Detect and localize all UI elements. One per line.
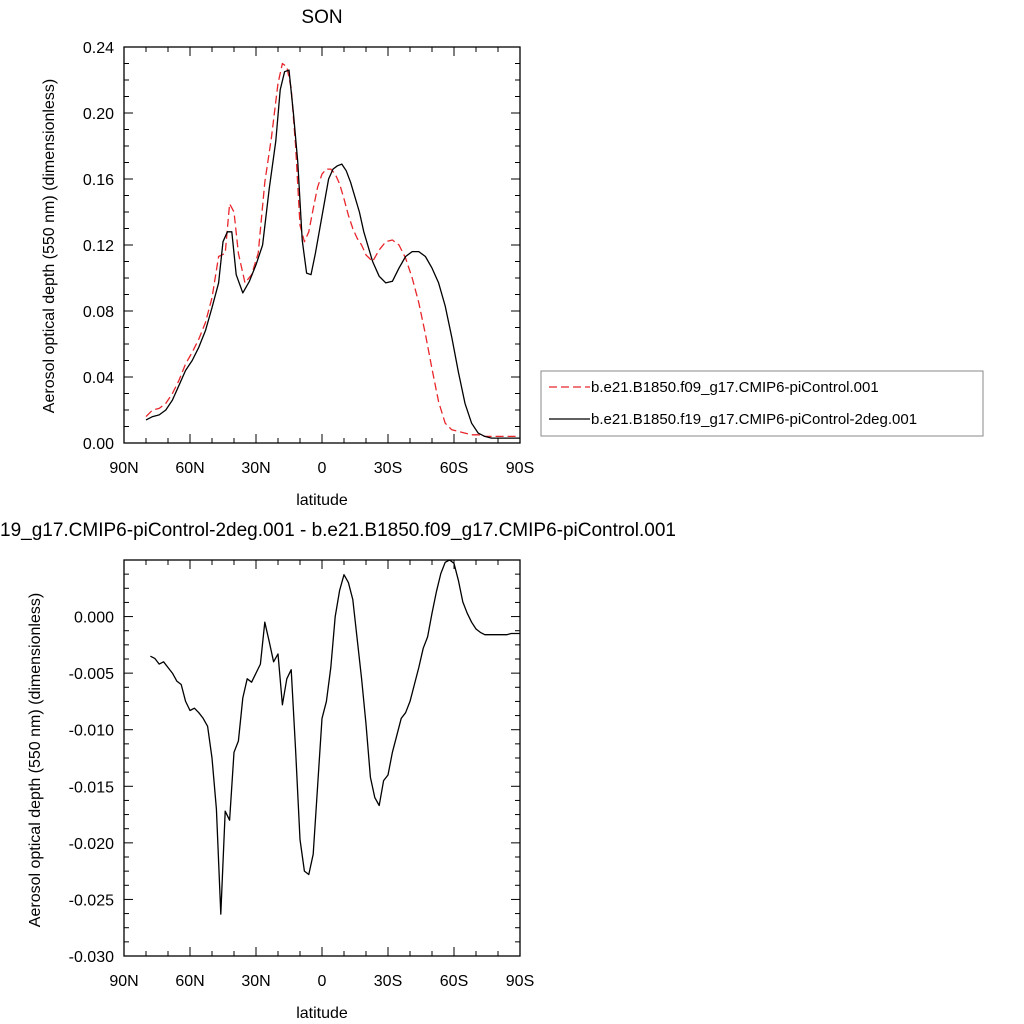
data-lines [145, 62, 520, 439]
x-tick-label: 30S [374, 973, 402, 990]
chart-title: SON [301, 7, 342, 28]
x-tick-label: 30N [241, 460, 270, 477]
x-tick-label: 30S [374, 460, 402, 477]
x-tick-label: 90N [109, 973, 138, 990]
x-tick-label: 60S [440, 460, 468, 477]
chart-panel-top: SON 90N 60N 30N 0 30S 60S 90S 0.00 0.04 0.08 0.12… [41, 7, 984, 509]
y-tick-label: -0.020 [69, 836, 114, 853]
plot-frame [123, 559, 521, 957]
x-tick-label: 90N [109, 460, 138, 477]
x-tick-label: 90S [506, 973, 534, 990]
y-tick-label: -0.025 [69, 892, 114, 909]
y-tick-label: -0.015 [69, 779, 114, 796]
y-tick-labels: -0.030 -0.025 -0.020 -0.015 -0.010 -0.005 0.00… [69, 610, 114, 966]
y-tick-label: 0.20 [83, 106, 114, 123]
x-tick-label: 30N [241, 973, 270, 990]
chart-title: 19_g17.CMIP6-piControl-2deg.001 - b.e21.… [0, 520, 676, 541]
chart-panel-bottom: 19_g17.CMIP6-piControl-2deg.001 - b.e21.… [0, 520, 676, 1022]
y-tick-label: -0.010 [69, 723, 114, 740]
legend: b.e21.B1850.f09_g17.CMIP6-piControl.001 … [540, 370, 984, 437]
y-tick-label: -0.005 [69, 666, 114, 683]
x-tick-label: 60N [175, 973, 204, 990]
y-tick-label: 0.24 [83, 40, 114, 57]
plot-frame [123, 46, 521, 444]
x-tick-label: 0 [318, 460, 327, 477]
x-tick-label: 90S [506, 460, 534, 477]
y-tick-label: 0.04 [83, 370, 114, 387]
y-tick-label: 0.12 [83, 238, 114, 255]
series-line-2 [145, 69, 520, 439]
x-tick-label: 60N [175, 460, 204, 477]
x-axis-label: latitude [296, 492, 348, 509]
y-axis-label: Aerosol optical depth (550 nm) (dimensio… [27, 593, 44, 927]
legend-box [540, 370, 984, 437]
series-line-1 [150, 559, 520, 915]
y-tick-labels: 0.00 0.04 0.08 0.12 0.16 0.20 0.24 [83, 40, 114, 453]
x-axis-label: latitude [296, 1005, 348, 1022]
y-tick-label: 0.000 [74, 610, 114, 627]
series-line-1 [145, 62, 520, 438]
axis-ticks [123, 559, 521, 957]
x-tick-label: 60S [440, 973, 468, 990]
x-tick-labels: 90N 60N 30N 0 30S 60S 90S [109, 460, 534, 477]
y-tick-label: 0.16 [83, 172, 114, 189]
data-lines [150, 559, 520, 915]
legend-label-series-2: b.e21.B1850.f19_g17.CMIP6-piControl-2deg… [591, 411, 917, 428]
y-tick-label: -0.030 [69, 949, 114, 966]
y-axis-label: Aerosol optical depth (550 nm) (dimensio… [41, 79, 58, 413]
legend-label-series-1: b.e21.B1850.f09_g17.CMIP6-piControl.001 [591, 379, 879, 396]
x-tick-labels: 90N 60N 30N 0 30S 60S 90S [109, 973, 534, 990]
y-tick-label: 0.00 [83, 436, 114, 453]
y-tick-label: 0.08 [83, 304, 114, 321]
x-tick-label: 0 [318, 973, 327, 990]
